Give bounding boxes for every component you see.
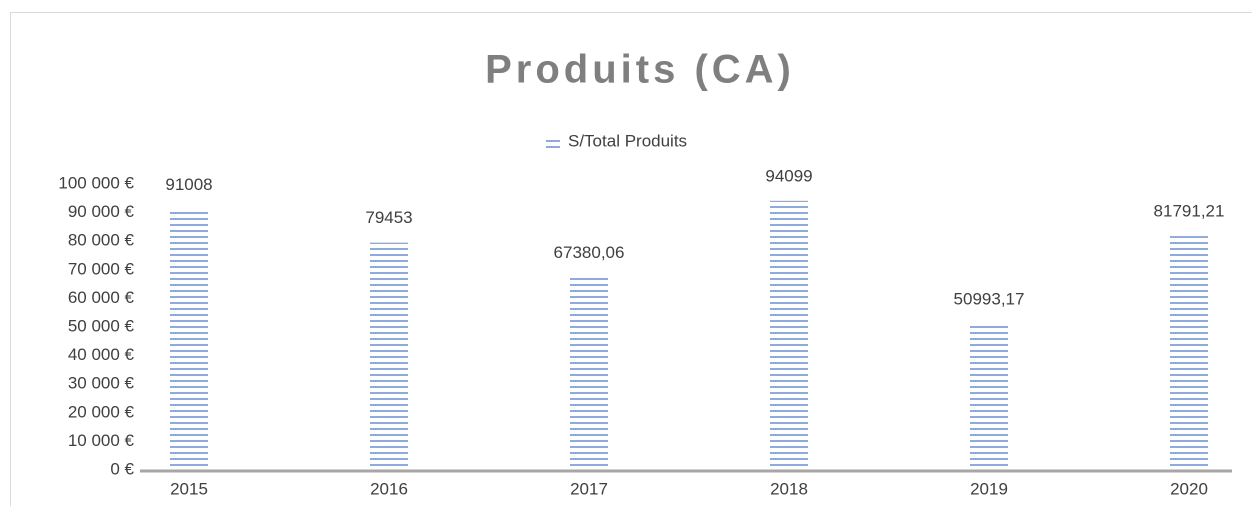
x-tick-label: 2015 xyxy=(170,479,208,498)
bar xyxy=(970,324,1008,470)
x-tick-label: 2017 xyxy=(570,479,608,498)
legend-swatch xyxy=(546,137,560,149)
y-tick-label: 10 000 € xyxy=(68,431,135,450)
data-label: 50993,17 xyxy=(954,290,1025,309)
y-tick-label: 80 000 € xyxy=(68,231,135,250)
legend-label: S/Total Produits xyxy=(568,131,687,150)
bar xyxy=(170,209,208,471)
data-label: 67380,06 xyxy=(554,243,625,262)
bar xyxy=(770,200,808,470)
y-tick-label: 50 000 € xyxy=(68,316,135,335)
data-label: 94099 xyxy=(765,166,812,185)
x-tick-label: 2019 xyxy=(970,479,1008,498)
bar xyxy=(370,242,408,470)
y-tick-label: 90 000 € xyxy=(68,202,135,221)
x-tick-label: 2016 xyxy=(370,479,408,498)
chart-title: Produits (CA) xyxy=(485,48,795,92)
y-tick-label: 40 000 € xyxy=(68,345,135,364)
y-tick-label: 60 000 € xyxy=(68,288,135,307)
bar xyxy=(570,277,608,470)
y-tick-label: 70 000 € xyxy=(68,259,135,278)
y-tick-label: 0 € xyxy=(110,459,134,478)
x-tick-label: 2020 xyxy=(1170,479,1208,498)
y-tick-label: 30 000 € xyxy=(68,374,135,393)
data-label: 91008 xyxy=(165,175,212,194)
x-tick-label: 2018 xyxy=(770,479,808,498)
data-label: 79453 xyxy=(365,208,412,227)
y-tick-label: 100 000 € xyxy=(58,173,134,192)
data-label: 81791,21 xyxy=(1154,202,1225,221)
bar xyxy=(1170,236,1208,470)
y-tick-label: 20 000 € xyxy=(68,402,135,421)
chart-border xyxy=(10,12,1252,506)
